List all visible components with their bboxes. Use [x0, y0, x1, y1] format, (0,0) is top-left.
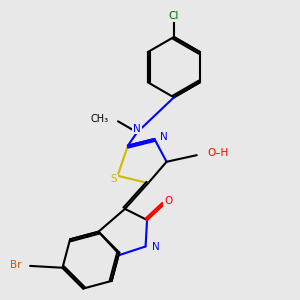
Text: N: N: [152, 242, 160, 252]
Text: Cl: Cl: [169, 11, 179, 21]
Text: Br: Br: [11, 260, 22, 270]
Text: N: N: [133, 124, 141, 134]
Text: CH₃: CH₃: [91, 115, 109, 124]
Text: S: S: [111, 174, 117, 184]
Text: N: N: [160, 132, 168, 142]
Text: O: O: [164, 196, 172, 206]
Text: O–H: O–H: [208, 148, 229, 158]
